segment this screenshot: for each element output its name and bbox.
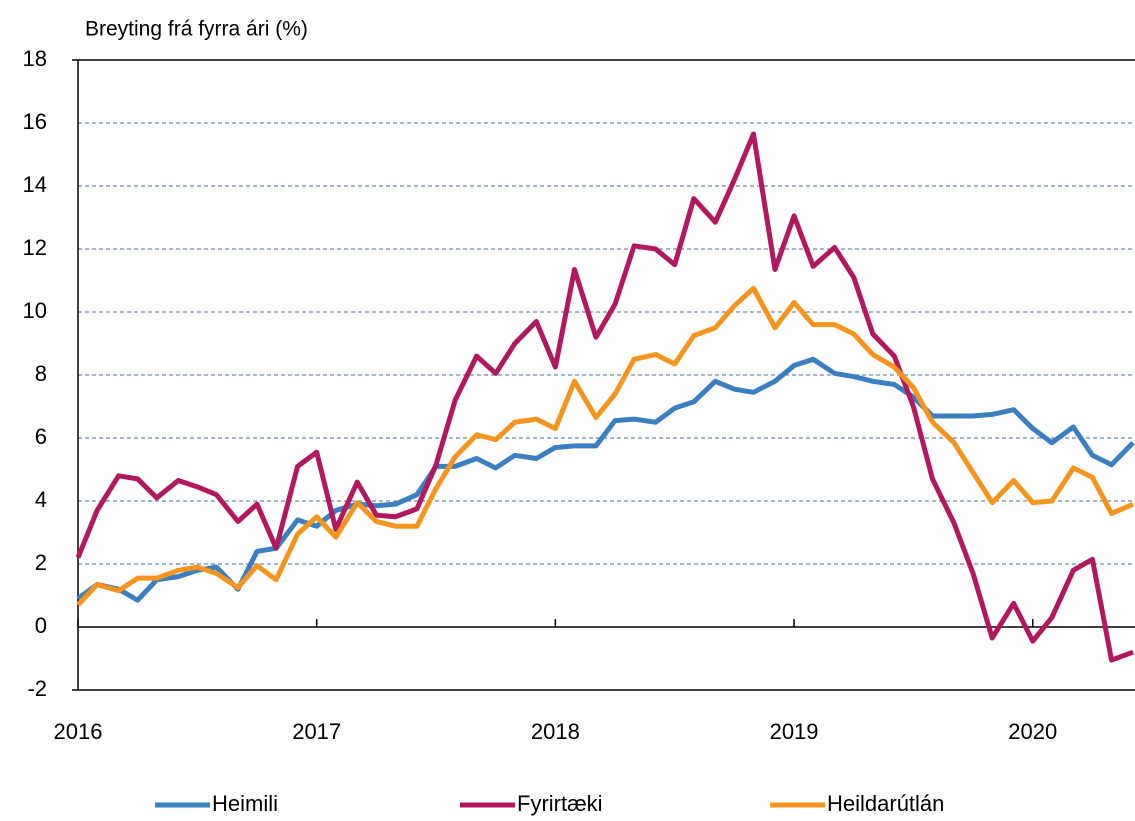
y-tick-label: 12 <box>23 235 47 260</box>
y-tick-label: 2 <box>35 550 47 575</box>
series-line <box>76 285 1135 607</box>
y-tick-label: 16 <box>23 109 47 134</box>
y-tick-label: 6 <box>35 424 47 449</box>
y-tick-label: -2 <box>27 676 47 701</box>
x-tick-label: 2016 <box>54 719 103 744</box>
x-tick-label: 2017 <box>292 719 341 744</box>
y-tick-label: 14 <box>23 172 47 197</box>
legend-label: Fyrirtæki <box>517 791 603 816</box>
y-tick-label: 18 <box>23 46 47 71</box>
series-line <box>76 356 1135 603</box>
y-tick-label: 4 <box>35 487 47 512</box>
y-axis-label: Breyting frá fyrra ári (%) <box>85 18 308 41</box>
series-line <box>75 131 1134 663</box>
x-tick-label: 2020 <box>1008 719 1057 744</box>
y-tick-label: 8 <box>35 361 47 386</box>
y-tick-label: 10 <box>23 298 47 323</box>
legend-label: Heimili <box>212 791 278 816</box>
x-tick-label: 2018 <box>531 719 580 744</box>
legend-label: Heildarútlán <box>827 791 944 816</box>
x-tick-label: 2019 <box>770 719 819 744</box>
y-tick-label: 0 <box>35 613 47 638</box>
